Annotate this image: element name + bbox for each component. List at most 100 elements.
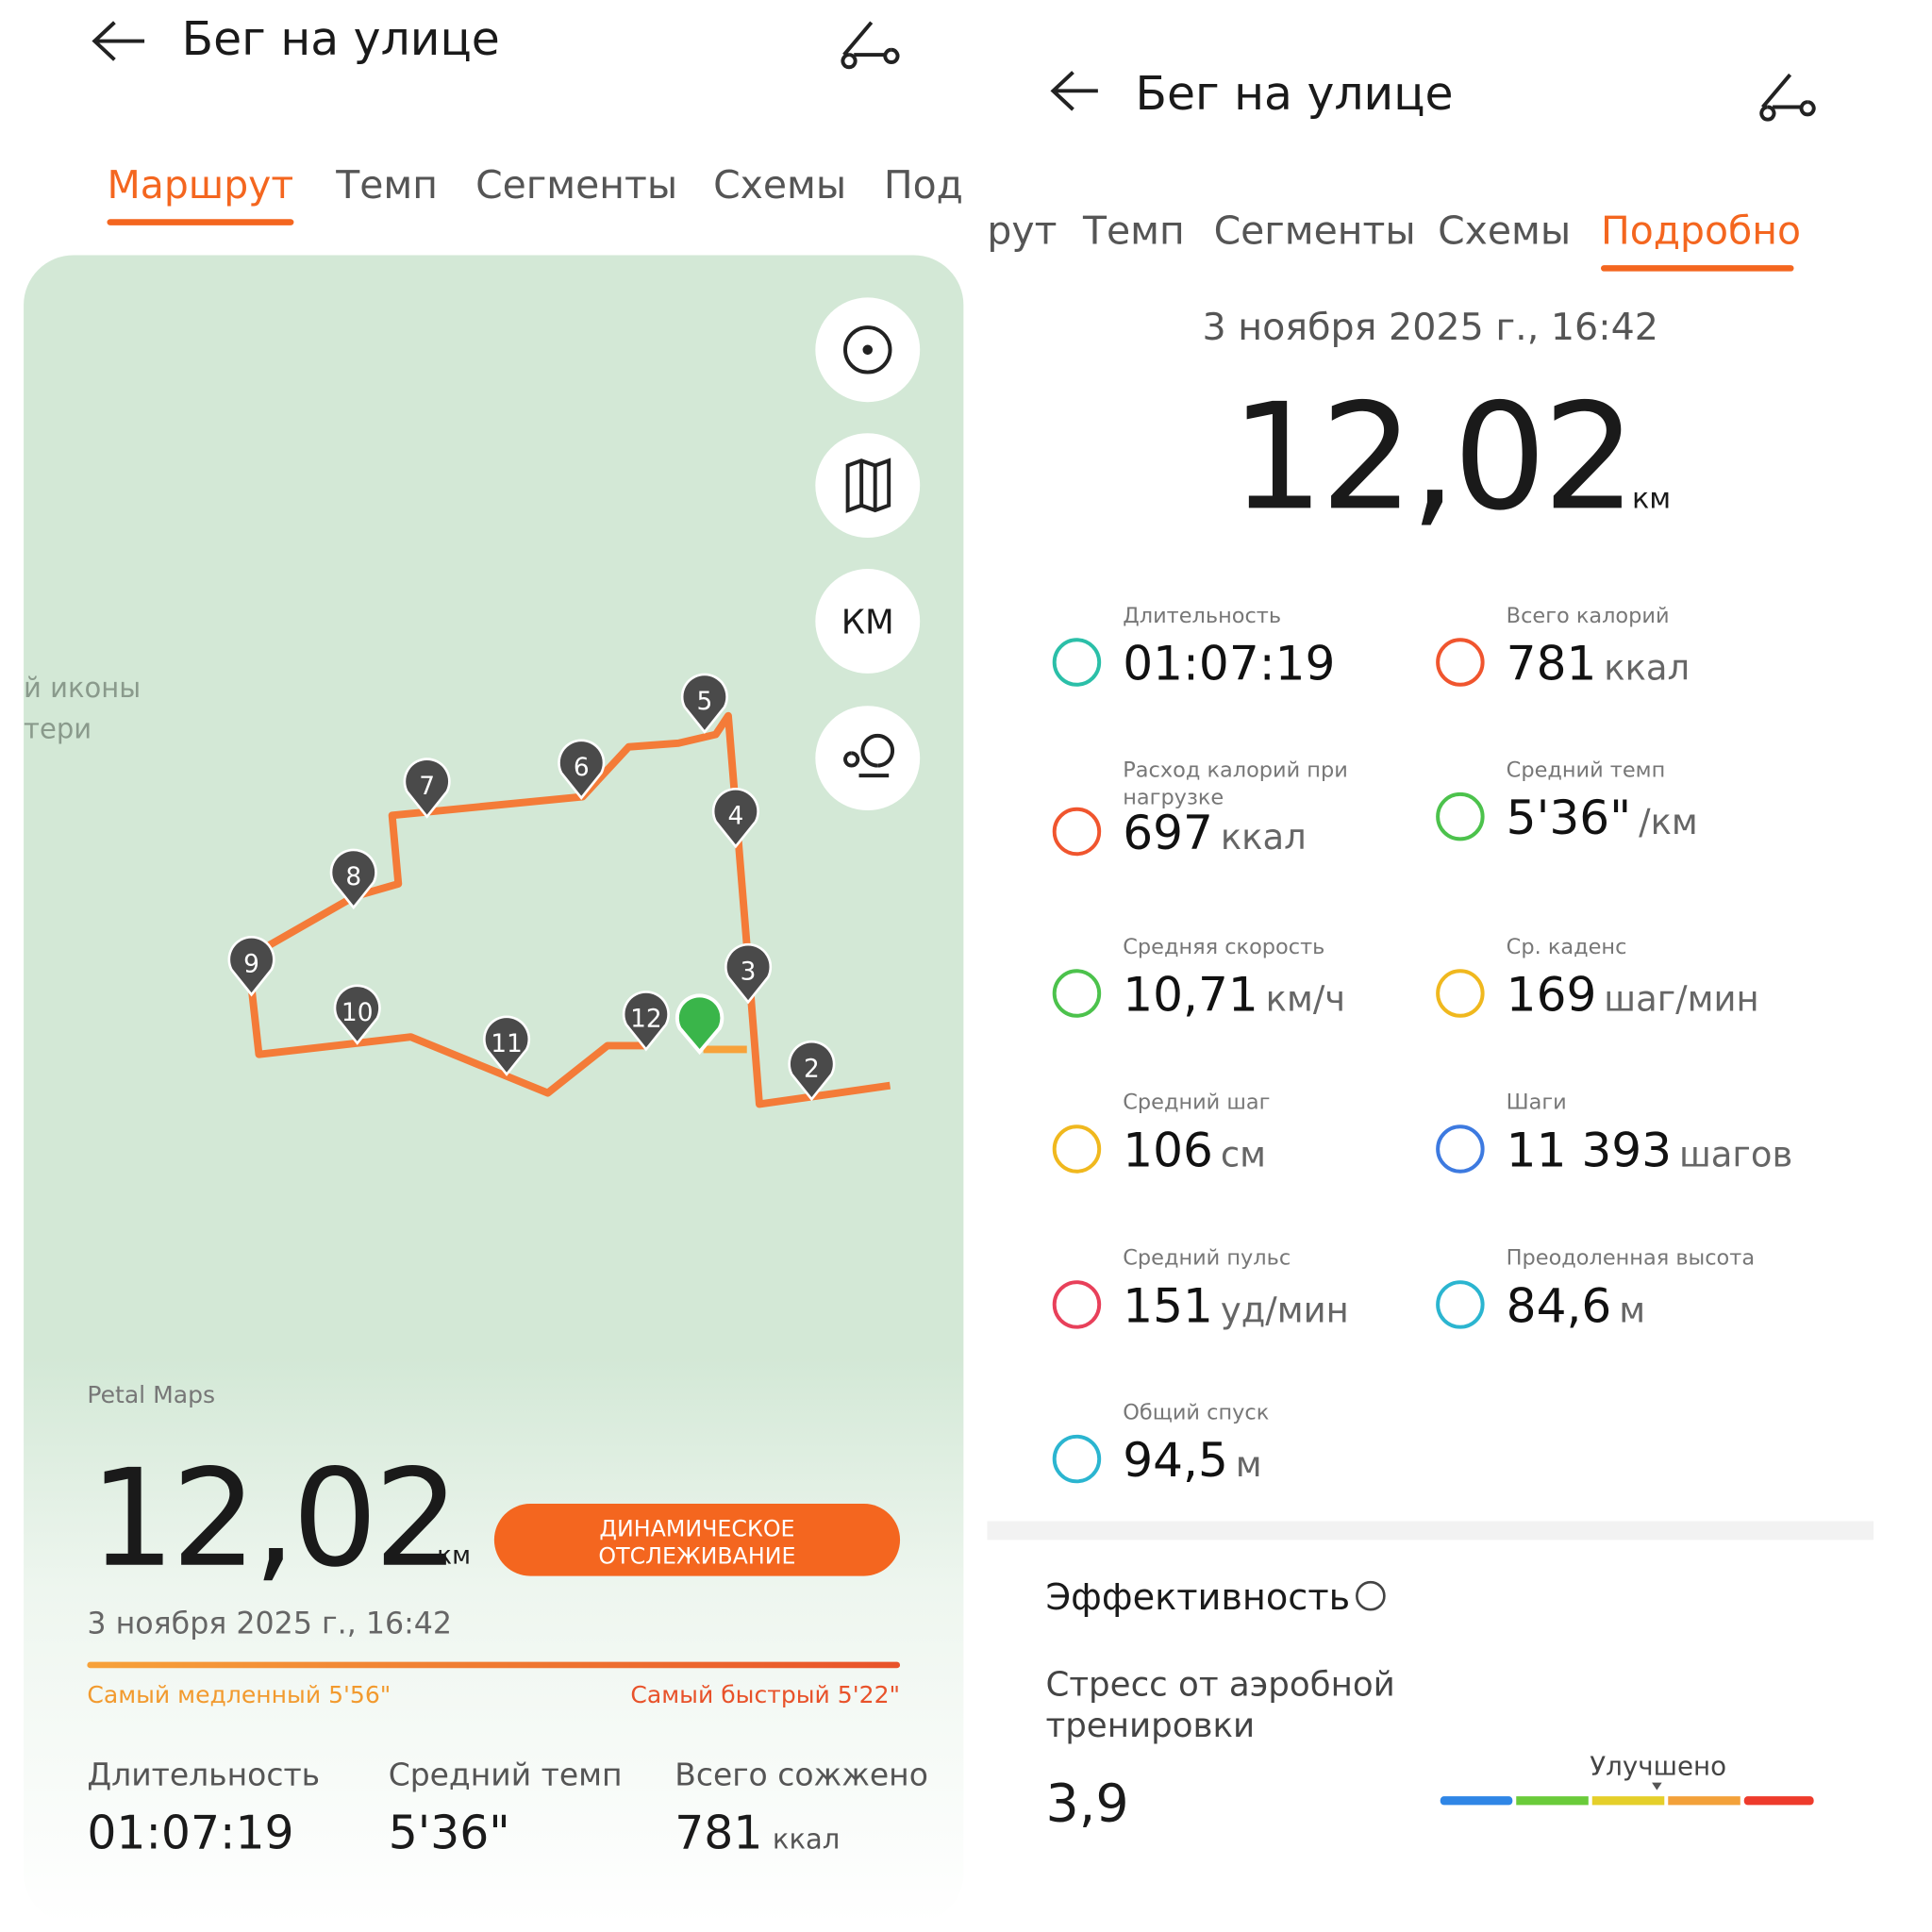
metric-label: Всего калорий — [1507, 604, 1670, 628]
metric-icon — [1052, 1124, 1102, 1174]
metric-unit: м — [1619, 1290, 1645, 1330]
pace-bar — [87, 1661, 901, 1669]
section-title: Эффективность — [1045, 1576, 1350, 1619]
metric: 697 ккал — [1123, 805, 1306, 860]
info-icon[interactable] — [1356, 1580, 1386, 1611]
stat: 01:07:19 — [87, 1807, 293, 1860]
distance: 12,02 — [1231, 371, 1633, 542]
metric-unit: км/ч — [1266, 979, 1345, 1020]
tab[interactable]: Темп — [335, 162, 438, 208]
metric-value: 84,6 — [1507, 1277, 1612, 1333]
stat: 781 ккал — [675, 1807, 840, 1860]
marker-label: 5 — [696, 688, 712, 716]
tab[interactable]: Под — [884, 162, 963, 208]
distance: 12,02 — [90, 1441, 456, 1597]
back-arrow[interactable] — [1050, 71, 1098, 111]
route-icon[interactable] — [1759, 73, 1816, 122]
metric-label: Шаги — [1507, 1091, 1567, 1115]
tab[interactable]: Темп — [1082, 208, 1185, 254]
locate-dot — [862, 344, 874, 356]
metric-value: 10,71 — [1123, 967, 1258, 1023]
stat-value: 01:07:19 — [87, 1807, 293, 1860]
button-label: ДИНАМИЧЕСКОЕ — [599, 1515, 794, 1541]
marker-label: 10 — [341, 999, 374, 1027]
stress-label: Стресс от аэробной — [1045, 1665, 1394, 1704]
route-marker: 6 — [558, 739, 606, 800]
metric: 10,71 км/ч — [1123, 967, 1345, 1023]
route-pin-icon — [843, 733, 894, 778]
route-marker: 11 — [483, 1015, 531, 1076]
metric-label: Общий спуск — [1123, 1400, 1269, 1424]
marker-pin — [680, 673, 728, 735]
metric-value: 94,5 — [1123, 1432, 1228, 1488]
metric-label: Средняя скорость — [1123, 935, 1324, 959]
metric: 5'36"/км — [1507, 790, 1698, 845]
metric-icon — [1052, 969, 1102, 1018]
marker-label: 3 — [741, 958, 757, 987]
metric-label: Длительность — [1123, 604, 1281, 628]
marker-pin — [711, 787, 759, 849]
map-button[interactable] — [815, 433, 921, 539]
metric-value: 11 393 — [1507, 1122, 1672, 1177]
marker-label: 12 — [630, 1006, 662, 1034]
stat-label: Средний темп — [389, 1756, 623, 1792]
marker-pin — [227, 936, 275, 997]
metric: 11 393 шагов — [1507, 1122, 1793, 1177]
stat: 5'36" — [389, 1807, 510, 1860]
tab[interactable]: Схемы — [713, 162, 846, 208]
stress-value: 3,9 — [1045, 1774, 1128, 1835]
metric-icon — [1436, 638, 1485, 687]
metric-label: нагрузке — [1123, 785, 1224, 809]
tab[interactable]: Схемы — [1438, 208, 1571, 254]
route-icon[interactable] — [841, 21, 900, 70]
tab[interactable]: Сегменты — [1214, 208, 1416, 254]
marker-pin — [788, 1040, 836, 1102]
metric-icon — [1436, 1124, 1485, 1174]
tab[interactable]: Сегменты — [475, 162, 677, 208]
route-marker: 4 — [711, 787, 759, 849]
metric-value: 169 — [1507, 967, 1597, 1023]
metric-value: 01:07:19 — [1123, 635, 1335, 691]
metric-value: 781 — [1507, 635, 1597, 691]
map-button[interactable] — [815, 706, 921, 811]
title: Бег на улице — [1135, 67, 1453, 121]
metric: 781 ккал — [1507, 635, 1690, 691]
date: 3 ноября 2025 г., 16:42 — [1202, 306, 1657, 349]
tab[interactable]: рут — [987, 208, 1057, 254]
metric-label: Расход калорий при — [1123, 758, 1348, 782]
map-place-label: й иконы — [24, 672, 141, 704]
stat-unit: ккал — [773, 1824, 840, 1856]
metric-icon — [1052, 638, 1102, 687]
metric-unit: уд/мин — [1221, 1290, 1349, 1330]
marker-pin — [403, 758, 451, 819]
marker-label: 7 — [419, 773, 435, 801]
tab[interactable]: Подробно — [1601, 208, 1801, 254]
marker-pin — [724, 942, 773, 1005]
tab[interactable]: Маршрут — [107, 162, 293, 208]
back-arrow[interactable] — [92, 21, 145, 61]
marker-pin — [333, 984, 381, 1045]
map-button[interactable] — [815, 569, 921, 674]
metric-label: Средний пульс — [1123, 1246, 1291, 1271]
distance-unit: км — [1632, 482, 1671, 515]
metric-value: 106 — [1123, 1122, 1213, 1177]
metric-value: 697 — [1123, 805, 1213, 860]
metric: 106 см — [1123, 1122, 1266, 1177]
marker-pin — [483, 1015, 531, 1076]
metric: 151 уд/мин — [1123, 1277, 1348, 1333]
stat-label: Длительность — [87, 1756, 320, 1792]
start-marker — [675, 993, 724, 1056]
metric-icon — [1436, 969, 1485, 1018]
route-marker: 8 — [329, 848, 377, 910]
stat-value: 5'36" — [389, 1807, 510, 1860]
metric: 84,6 м — [1507, 1277, 1645, 1333]
metric-label: Преодоленная высота — [1507, 1246, 1755, 1271]
tab-indicator — [107, 219, 294, 225]
metric-label: Средний темп — [1507, 758, 1666, 782]
button-label: ОТСЛЕЖИВАНИЕ — [598, 1542, 795, 1569]
marker-pin — [622, 991, 670, 1052]
stat-value: 781 — [675, 1807, 762, 1860]
dynamic-tracking-button[interactable] — [493, 1504, 901, 1576]
metric-unit: шагов — [1679, 1134, 1792, 1174]
